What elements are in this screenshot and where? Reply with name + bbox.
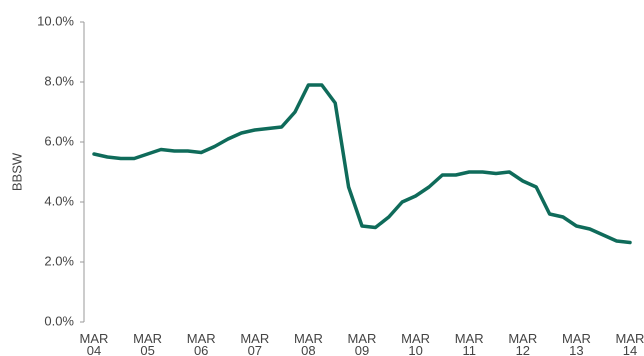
- x-tick-label: MAR 14: [615, 331, 644, 356]
- x-tick-label: MAR 12: [508, 331, 538, 356]
- y-axis-label: BBSW: [9, 152, 24, 191]
- x-tick-label: MAR 04: [79, 331, 109, 356]
- y-tick-label: 0.0%: [44, 313, 74, 328]
- x-tick-label: MAR 08: [293, 331, 323, 356]
- y-tick-label: 10.0%: [37, 13, 74, 28]
- x-tick-label: MAR 09: [347, 331, 377, 356]
- x-tick-label: MAR 13: [561, 331, 591, 356]
- x-tick-label: MAR 05: [133, 331, 163, 356]
- y-tick-label: 2.0%: [44, 253, 74, 268]
- x-tick-label: MAR 10: [401, 331, 431, 356]
- y-tick-label: 6.0%: [44, 133, 74, 148]
- x-tick-label: MAR 06: [186, 331, 216, 356]
- data-line: [92, 83, 632, 245]
- x-tick-label: MAR 07: [240, 331, 270, 356]
- y-tick-label: 4.0%: [44, 193, 74, 208]
- x-tick-label: MAR 11: [454, 331, 484, 356]
- y-tick-label: 8.0%: [44, 73, 74, 88]
